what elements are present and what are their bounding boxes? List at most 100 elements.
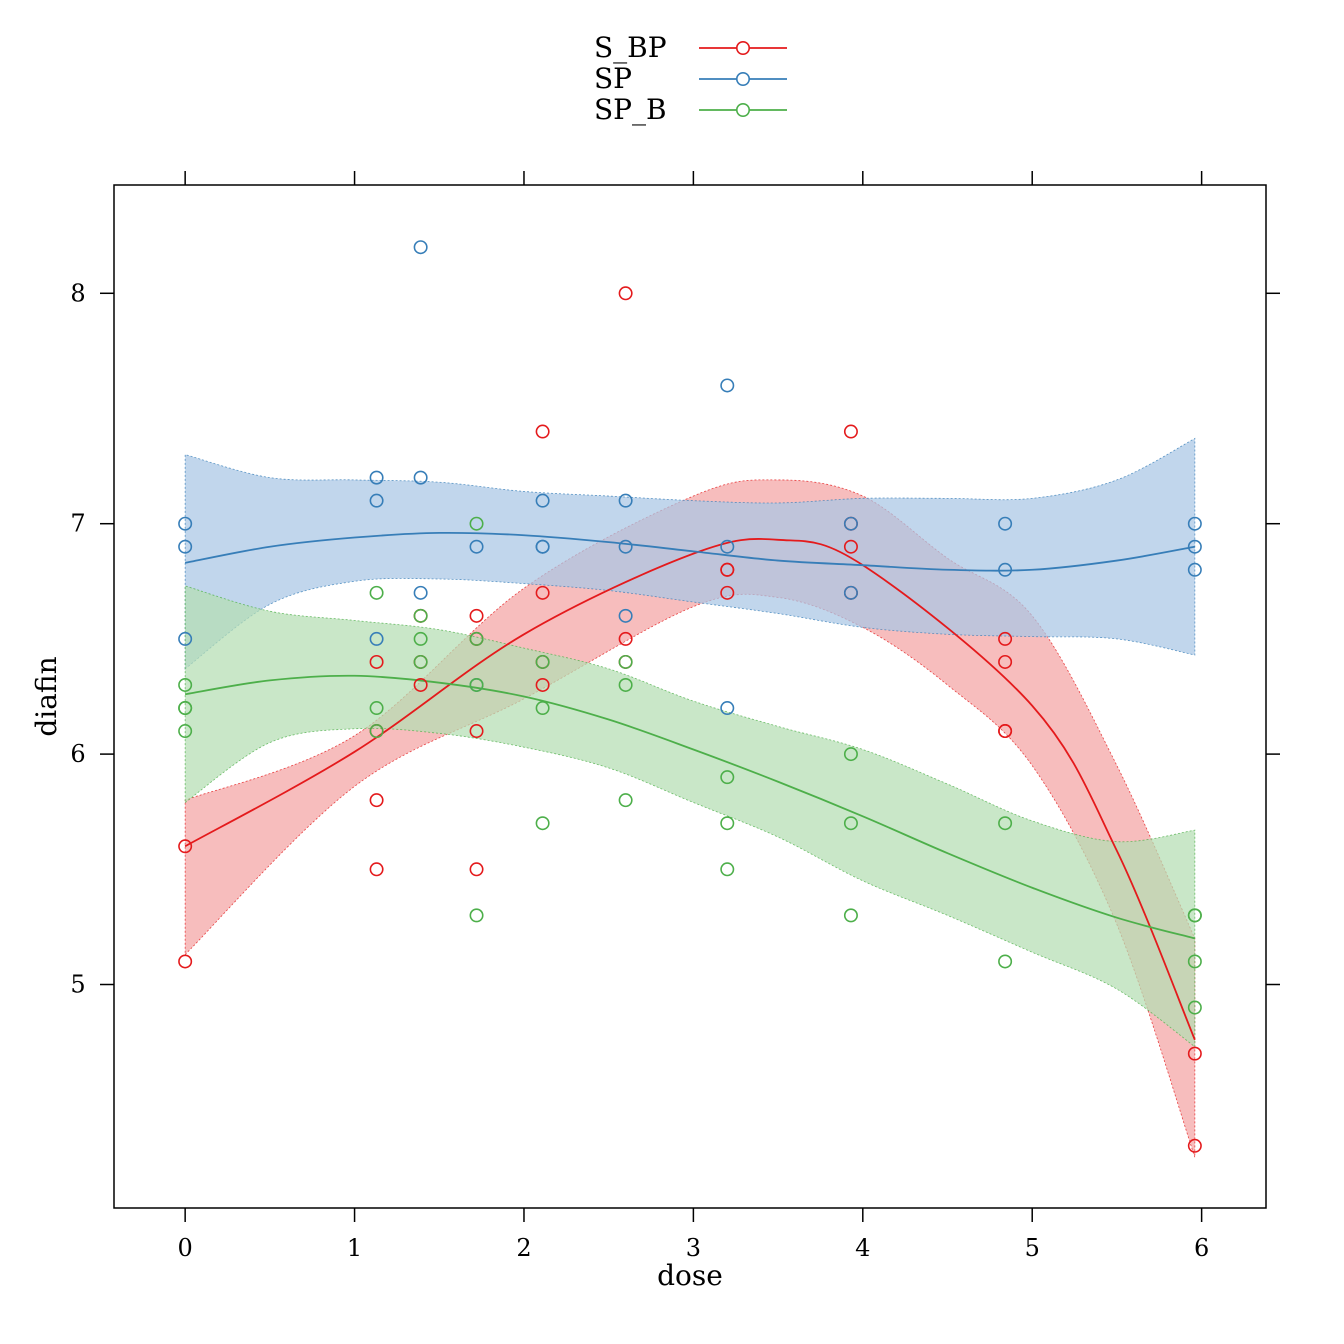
- point-sp-b: [618, 793, 633, 808]
- point-sp: [413, 470, 428, 485]
- point-sp-b: [369, 724, 384, 739]
- point-sp-b: [178, 701, 193, 716]
- point-sp: [720, 378, 735, 393]
- x-tick-label: 4: [855, 1234, 870, 1262]
- y-tick-label: 5: [70, 971, 85, 999]
- point-sp: [535, 539, 550, 554]
- point-sp: [413, 240, 428, 255]
- point-sp-b: [1187, 1000, 1202, 1015]
- point-s-bp: [469, 608, 484, 623]
- point-sp: [1187, 516, 1202, 531]
- point-s-bp: [720, 562, 735, 577]
- fit-line-sp-b: [185, 674, 1196, 940]
- point-s-bp: [998, 724, 1013, 739]
- point-sp: [618, 608, 633, 623]
- point-sp-b: [720, 770, 735, 785]
- point-sp: [178, 631, 193, 646]
- point-s-bp: [469, 724, 484, 739]
- axes: 0 1 2 3 4 5 6 5 6 7 8: [70, 171, 1280, 1262]
- y-tick-label: 6: [70, 740, 85, 768]
- legend-marker-sp: [735, 72, 750, 87]
- point-s-bp: [843, 424, 858, 439]
- point-sp-b: [413, 654, 428, 669]
- point-sp-b: [535, 816, 550, 831]
- x-tick-label: 0: [178, 1234, 193, 1262]
- point-sp-b: [469, 908, 484, 923]
- point-sp-b: [369, 585, 384, 600]
- legend-label-sp-b: SP_B: [594, 93, 667, 126]
- point-s-bp: [369, 862, 384, 877]
- x-tick-label: 3: [686, 1234, 701, 1262]
- point-s-bp: [1187, 1138, 1202, 1153]
- y-tick-label: 7: [70, 510, 85, 538]
- point-sp: [178, 539, 193, 554]
- point-sp: [1187, 539, 1202, 554]
- point-s-bp: [178, 839, 193, 854]
- point-sp: [843, 585, 858, 600]
- point-sp-b: [998, 954, 1013, 969]
- point-s-bp: [843, 539, 858, 554]
- point-s-bp: [1187, 1046, 1202, 1061]
- point-sp-b: [1187, 908, 1202, 923]
- point-sp-b: [618, 677, 633, 692]
- fit-lines: [184, 531, 1196, 1041]
- point-sp-b: [618, 654, 633, 669]
- point-s-bp: [535, 424, 550, 439]
- confidence-bands: [184, 437, 1196, 1158]
- data-points: [178, 240, 1202, 1153]
- point-sp: [843, 516, 858, 531]
- point-sp: [618, 539, 633, 554]
- point-s-bp: [618, 286, 633, 301]
- point-sp-b: [178, 677, 193, 692]
- plot-frame: [113, 184, 1267, 1209]
- legend-marker-sp-b: [735, 103, 750, 118]
- point-sp-b: [720, 862, 735, 877]
- point-sp: [998, 516, 1013, 531]
- point-sp: [369, 493, 384, 508]
- y-axis-title: diafin: [30, 656, 63, 736]
- point-sp-b: [413, 608, 428, 623]
- point-s-bp: [535, 585, 550, 600]
- point-sp-b: [178, 724, 193, 739]
- point-sp-b: [469, 516, 484, 531]
- point-sp: [998, 562, 1013, 577]
- x-axis-title: dose: [657, 1259, 723, 1292]
- point-sp-b: [843, 816, 858, 831]
- x-tick-label: 2: [516, 1234, 531, 1262]
- point-s-bp: [469, 862, 484, 877]
- x-tick-label: 6: [1194, 1234, 1209, 1262]
- point-sp: [720, 539, 735, 554]
- point-sp-b: [998, 816, 1013, 831]
- point-sp: [618, 493, 633, 508]
- point-sp-b: [843, 747, 858, 762]
- point-s-bp: [535, 677, 550, 692]
- fit-line-sp: [184, 531, 1196, 572]
- fit-line-s-bp: [184, 538, 1196, 1041]
- legend-marker-s-bp: [735, 40, 750, 55]
- point-sp-b: [843, 908, 858, 923]
- point-s-bp: [618, 631, 633, 646]
- x-tick-label: 1: [347, 1234, 362, 1262]
- point-sp-b: [535, 654, 550, 669]
- point-s-bp: [998, 631, 1013, 646]
- point-sp: [178, 516, 193, 531]
- point-sp-b: [369, 701, 384, 716]
- legend-label-s-bp: S_BP: [594, 31, 667, 64]
- point-sp: [535, 493, 550, 508]
- x-tick-label: 5: [1025, 1234, 1040, 1262]
- point-sp: [413, 585, 428, 600]
- point-sp-b: [720, 816, 735, 831]
- point-s-bp: [178, 954, 193, 969]
- point-sp: [369, 631, 384, 646]
- point-s-bp: [998, 654, 1013, 669]
- point-sp-b: [469, 677, 484, 692]
- point-s-bp: [369, 793, 384, 808]
- point-sp-b: [1187, 954, 1202, 969]
- point-sp-b: [535, 701, 550, 716]
- point-sp-b: [469, 631, 484, 646]
- point-sp: [1187, 562, 1202, 577]
- legend-label-sp: SP: [594, 62, 632, 95]
- point-sp: [469, 539, 484, 554]
